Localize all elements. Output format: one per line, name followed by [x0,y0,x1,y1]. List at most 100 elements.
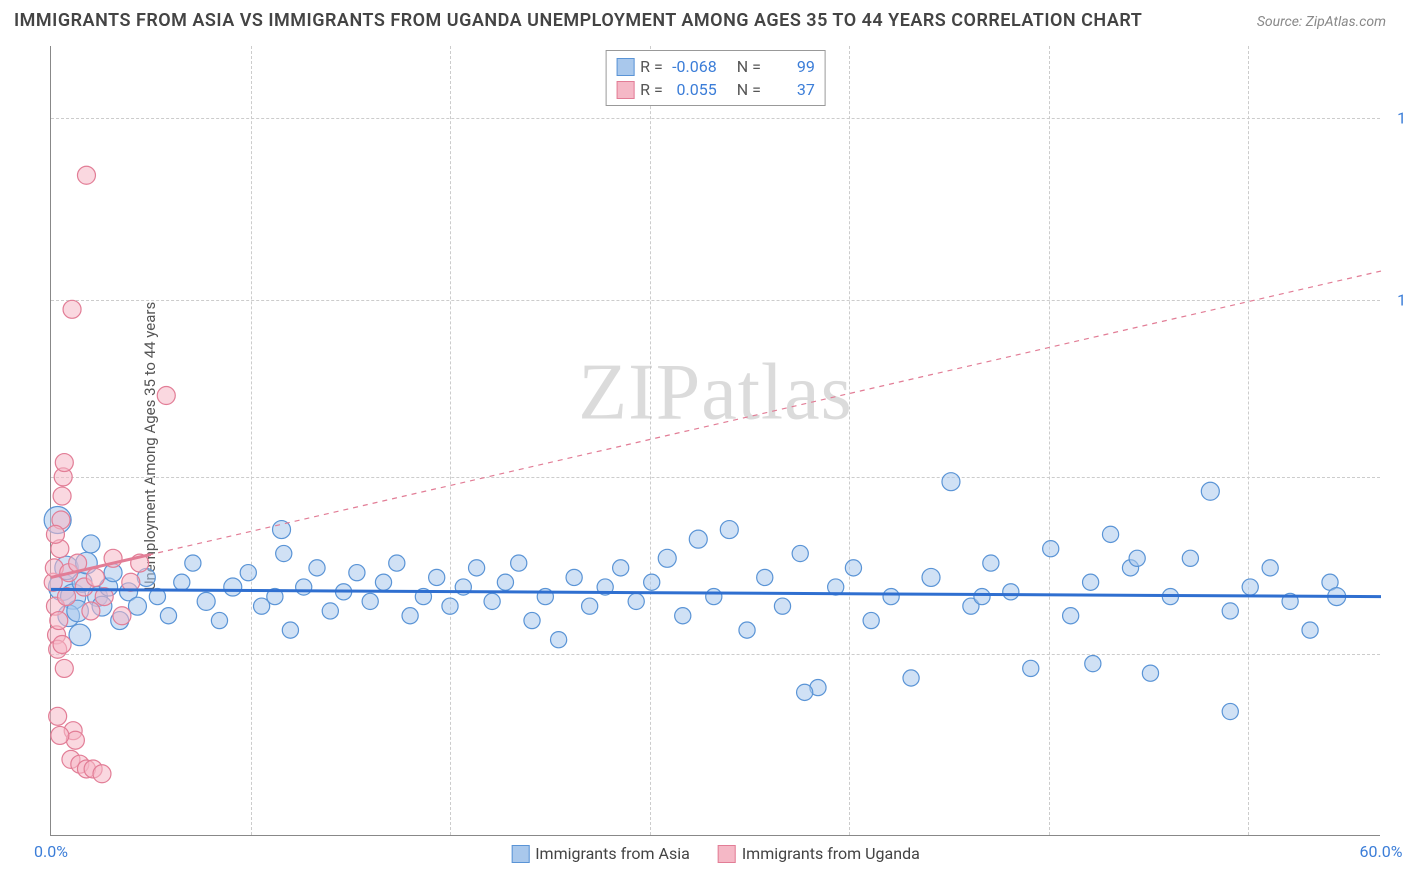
data-point [402,608,418,624]
data-point [93,765,111,783]
data-point [1023,660,1039,676]
x-tick-min: 0.0% [34,842,68,861]
n-label: N = [737,57,761,76]
data-point [1142,665,1158,681]
data-point [582,598,598,614]
data-point [1222,703,1238,719]
y-tick-label: 15.0% [1385,108,1406,127]
data-point [739,622,755,638]
data-point [113,607,131,625]
data-point [1043,541,1059,557]
data-point [1201,482,1219,500]
data-point [211,612,227,628]
data-point [276,545,292,561]
data-point [983,555,999,571]
data-point [922,568,940,586]
legend-stats-row-uganda: R = 0.055 N = 37 [616,78,815,101]
data-point [375,574,391,590]
trend-line [51,271,1381,577]
data-point [706,589,722,605]
data-point [82,602,100,620]
data-point [157,387,175,405]
data-point [1222,603,1238,619]
data-point [174,574,190,590]
data-point [883,589,899,605]
data-point [757,569,773,585]
data-point [53,635,71,653]
r-value-asia: -0.068 [669,57,717,76]
data-point [497,574,513,590]
y-tick-label: 7.5% [1385,467,1406,486]
x-tick-max: 60.0% [1360,842,1403,861]
data-point [1242,579,1258,595]
plot-svg [51,46,1380,835]
data-point [389,555,405,571]
data-point [50,612,68,630]
swatch-asia [616,58,634,76]
swatch-uganda [718,845,736,863]
legend-stats-row-asia: R = -0.068 N = 99 [616,55,815,78]
y-tick-label: 11.2% [1385,290,1406,309]
legend-item-uganda: Immigrants from Uganda [718,844,920,863]
data-point [362,593,378,609]
legend-label-uganda: Immigrants from Uganda [742,844,920,863]
data-point [442,598,458,614]
data-point [1182,550,1198,566]
data-point [185,555,201,571]
data-point [524,612,540,628]
data-point [644,574,660,590]
r-label: R = [640,57,663,76]
data-point [349,565,365,581]
data-point [566,569,582,585]
data-point [322,603,338,619]
r-label: R = [640,80,663,99]
data-point [1003,584,1019,600]
data-point [1063,608,1079,624]
data-point [82,535,100,553]
data-point [1129,550,1145,566]
n-label: N = [737,80,761,99]
data-point [1302,622,1318,638]
data-point [974,589,990,605]
data-point [1083,574,1099,590]
data-point [511,555,527,571]
data-point [484,593,500,609]
r-value-uganda: 0.055 [669,80,717,99]
data-point [1102,526,1118,542]
data-point [613,560,629,576]
data-point [53,487,71,505]
data-point [160,608,176,624]
data-point [309,560,325,576]
data-point [86,568,104,586]
data-point [55,454,73,472]
n-value-asia: 99 [767,57,815,76]
n-value-uganda: 37 [767,80,815,99]
data-point [845,560,861,576]
plot-area: ZIPatlas R = -0.068 N = 99 R = 0.055 N =… [50,46,1380,836]
swatch-asia [511,845,529,863]
legend-bottom: Immigrants from Asia Immigrants from Uga… [511,844,920,863]
source-attribution: Source: ZipAtlas.com [1257,14,1386,30]
data-point [720,521,738,539]
data-point [49,707,67,725]
data-point [1085,656,1101,672]
data-point [628,593,644,609]
legend-stats: R = -0.068 N = 99 R = 0.055 N = 37 [605,50,826,106]
chart-title: IMMIGRANTS FROM ASIA VS IMMIGRANTS FROM … [14,10,1142,31]
data-point [77,166,95,184]
data-point [675,608,691,624]
data-point [240,565,256,581]
data-point [1262,560,1278,576]
data-point [282,622,298,638]
data-point [296,579,312,595]
legend-item-asia: Immigrants from Asia [511,844,690,863]
legend-label-asia: Immigrants from Asia [535,844,690,863]
data-point [51,726,69,744]
data-point [469,560,485,576]
data-point [689,530,707,548]
data-point [63,300,81,318]
data-point [792,545,808,561]
data-point [224,578,242,596]
data-point [903,670,919,686]
data-point [942,473,960,491]
